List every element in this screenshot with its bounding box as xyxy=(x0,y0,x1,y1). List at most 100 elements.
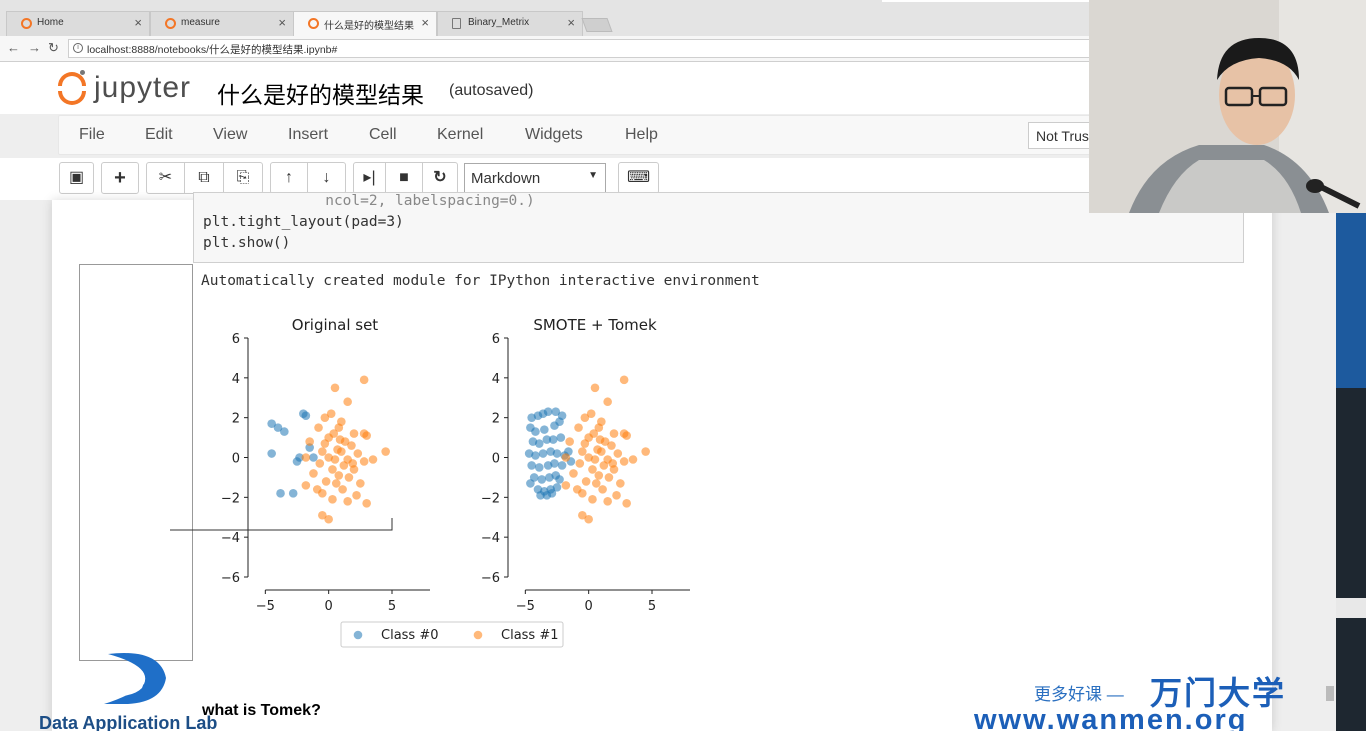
y-tick-label: 4 xyxy=(232,372,240,387)
legend-label: Class #0 xyxy=(381,628,439,643)
close-icon[interactable]: × xyxy=(567,15,575,30)
legend-box xyxy=(340,621,564,648)
data-point xyxy=(348,459,358,468)
jupyter-wordmark[interactable]: jupyter xyxy=(94,71,192,104)
close-icon[interactable]: × xyxy=(278,15,286,30)
data-point xyxy=(349,429,359,438)
y-tick-label: −6 xyxy=(221,571,240,586)
menu-kernel[interactable]: Kernel xyxy=(437,126,484,143)
code-line: plt.tight_layout(pad=3) xyxy=(203,214,404,230)
scrollbar-thumb[interactable] xyxy=(1326,686,1334,701)
data-point xyxy=(301,481,311,490)
data-point xyxy=(352,491,361,500)
tab-notebook[interactable]: 什么是好的模型结果 × xyxy=(293,11,437,37)
data-point xyxy=(280,427,289,436)
move-up-button[interactable]: ↑ xyxy=(270,162,308,194)
close-icon[interactable]: × xyxy=(421,15,429,30)
data-point xyxy=(597,447,606,456)
jupyter-icon xyxy=(21,18,32,29)
paste-button[interactable]: ⎘ xyxy=(223,162,263,194)
trust-indicator[interactable]: Not Trusted xyxy=(1028,122,1098,149)
jupyter-icon xyxy=(308,18,319,29)
keyboard-button[interactable]: ⌨ xyxy=(618,162,659,194)
data-point xyxy=(641,447,650,456)
move-down-button[interactable]: ↓ xyxy=(307,162,346,194)
notebook-title[interactable]: 什么是好的模型结果 xyxy=(217,82,424,108)
data-point xyxy=(344,473,354,482)
x-tick-label: −5 xyxy=(516,599,535,614)
data-point xyxy=(590,383,600,393)
cut-button[interactable]: ✂ xyxy=(146,162,185,194)
data-point xyxy=(603,497,612,506)
run-button[interactable]: ▸| xyxy=(353,162,386,194)
data-point xyxy=(320,439,330,448)
url-input[interactable]: i localhost:8888/notebooks/什么是好的模型结果.ipy… xyxy=(68,39,1108,58)
watermark-slogan: 更多好课 — xyxy=(1034,685,1124,704)
data-point xyxy=(329,429,339,438)
data-point xyxy=(561,453,571,462)
x-tick-label: 0 xyxy=(325,599,333,614)
y-tick-label: −2 xyxy=(481,491,500,506)
tab-home[interactable]: Home × xyxy=(6,11,150,36)
step-forward-icon: ▸| xyxy=(363,169,376,186)
menu-insert[interactable]: Insert xyxy=(288,126,329,143)
menu-view[interactable]: View xyxy=(213,126,248,143)
y-tick-label: 2 xyxy=(492,412,500,427)
data-point xyxy=(328,465,337,474)
save-button[interactable]: ▣ xyxy=(59,162,94,194)
code-line: plt.show() xyxy=(203,235,291,251)
data-point xyxy=(326,409,336,418)
back-icon[interactable]: ← xyxy=(7,40,20,55)
data-point xyxy=(555,417,564,426)
data-point xyxy=(557,461,567,470)
legend-marker xyxy=(353,630,363,640)
y-tick-label: −2 xyxy=(221,491,240,506)
data-point xyxy=(312,485,322,494)
y-tick-label: 6 xyxy=(232,332,240,347)
data-point xyxy=(527,461,536,470)
data-point xyxy=(590,455,600,464)
close-icon[interactable]: × xyxy=(134,15,142,30)
data-point xyxy=(331,479,341,488)
forward-icon[interactable]: → xyxy=(28,40,41,55)
menu-edit[interactable]: Edit xyxy=(145,126,173,143)
data-point xyxy=(334,423,344,432)
annotation-stroke xyxy=(170,518,393,531)
menu-cell[interactable]: Cell xyxy=(369,126,397,143)
data-point xyxy=(604,473,614,482)
data-point xyxy=(584,514,593,524)
menu-widgets[interactable]: Widgets xyxy=(525,126,583,143)
tab-label: measure xyxy=(181,17,220,28)
reload-icon[interactable]: ↻ xyxy=(48,40,59,55)
y-tick-label: 0 xyxy=(232,452,240,467)
data-point xyxy=(334,471,344,480)
data-point xyxy=(543,407,553,416)
menu-bar: File Edit View Insert Cell Kernel Widget… xyxy=(58,115,1098,155)
output-prompt-area[interactable] xyxy=(79,264,193,661)
data-point xyxy=(267,419,276,428)
data-point xyxy=(619,375,629,385)
data-point xyxy=(315,459,325,468)
jupyter-logo[interactable] xyxy=(58,70,88,106)
save-icon: ▣ xyxy=(68,169,85,186)
info-icon[interactable]: i xyxy=(73,43,83,53)
data-point xyxy=(330,455,340,464)
y-tick-label: −4 xyxy=(221,531,240,546)
code-cell-input[interactable]: ncol=2, labelspacing=0.) plt.tight_layou… xyxy=(193,192,1244,263)
insert-cell-button[interactable]: + xyxy=(101,162,139,194)
keyboard-icon: ⌨ xyxy=(626,169,651,186)
webcam-overlay xyxy=(1089,0,1366,213)
menu-file[interactable]: File xyxy=(79,126,105,143)
data-point xyxy=(318,447,327,456)
x-tick-label: 5 xyxy=(648,599,656,614)
data-point xyxy=(309,469,318,478)
data-point xyxy=(324,514,333,524)
tab-label: 什么是好的模型结果 xyxy=(324,21,414,32)
data-point xyxy=(572,485,582,494)
data-point xyxy=(347,441,356,450)
save-status: (autosaved) xyxy=(449,82,534,99)
restart-icon: ↻ xyxy=(433,169,447,186)
menu-help[interactable]: Help xyxy=(625,126,658,143)
data-point xyxy=(578,510,587,520)
data-point xyxy=(594,471,604,480)
